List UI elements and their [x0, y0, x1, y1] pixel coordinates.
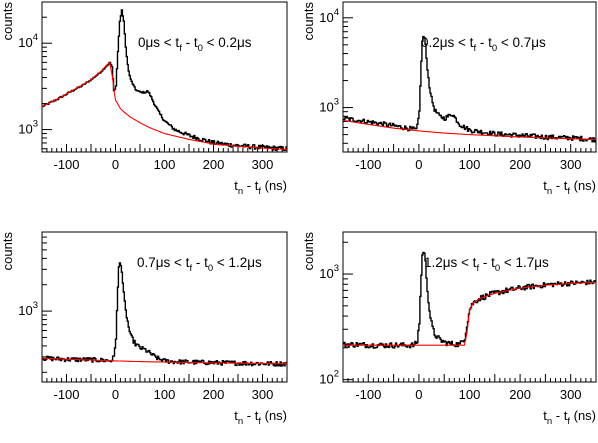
data-histogram [42, 262, 287, 367]
panel-annotation: 0.7μs < tf - t0 < 1.2μs [137, 255, 262, 274]
x-tick-label: 300 [252, 387, 274, 402]
panel-annotation: 0.2μs < tf - t0 < 0.7μs [421, 35, 546, 54]
plot-frame [41, 1, 288, 153]
x-tick-label: 0 [112, 157, 119, 172]
y-tick-label: 103 [319, 263, 339, 281]
y-tick-label: 103 [18, 119, 38, 137]
x-tick-label: 0 [112, 387, 119, 402]
x-tick-label: 300 [560, 157, 582, 172]
x-axis-label: tn - tf (ns) [543, 178, 596, 197]
x-tick-label: -100 [355, 387, 381, 402]
y-tick-label: 102 [319, 369, 339, 387]
x-tick-label: 0 [415, 157, 422, 172]
fit-curve [42, 357, 287, 365]
x-tick-label: 300 [252, 157, 274, 172]
x-tick-label: 100 [459, 157, 481, 172]
panel-annotation: 0μs < tf - t0 < 0.2μs [138, 35, 252, 54]
x-tick-label: 200 [509, 387, 531, 402]
y-axis-label: counts [0, 232, 15, 271]
y-tick-label: 103 [18, 300, 38, 318]
fit-curve [343, 281, 596, 346]
x-tick-label: 200 [203, 387, 225, 402]
x-tick-label: -100 [53, 387, 79, 402]
data-histogram [42, 9, 287, 151]
x-axis-label: tn - tf (ns) [234, 408, 287, 427]
x-tick-label: 200 [509, 157, 531, 172]
fit-curve [42, 61, 287, 150]
y-tick-label: 103 [319, 97, 339, 115]
x-tick-label: -100 [355, 157, 381, 172]
y-tick-label: 104 [319, 7, 339, 25]
y-axis-label: counts [0, 2, 15, 41]
x-tick-label: 100 [154, 387, 176, 402]
x-tick-label: 200 [203, 157, 225, 172]
y-axis-label: counts [301, 2, 316, 41]
x-tick-label: 300 [560, 387, 582, 402]
fit-curve [343, 119, 596, 141]
y-axis-label: counts [301, 232, 316, 271]
panel-annotation: 1.2μs < tf - t0 < 1.7μs [424, 255, 549, 274]
x-axis-label: tn - tf (ns) [234, 178, 287, 197]
y-tick-label: 104 [18, 32, 38, 50]
x-tick-label: 100 [154, 157, 176, 172]
x-tick-label: -100 [53, 157, 79, 172]
panel-3: -100 0 100 200 300 103 counts tn - tf (ns) 0.7μs… [0, 231, 288, 427]
x-tick-label: 0 [415, 387, 422, 402]
data-histogram [343, 251, 596, 349]
x-axis-label: tn - tf (ns) [543, 408, 596, 427]
x-tick-label: 100 [459, 387, 481, 402]
